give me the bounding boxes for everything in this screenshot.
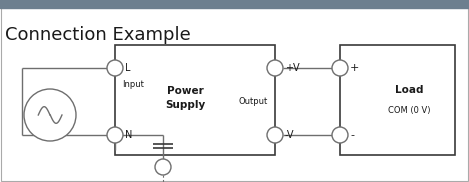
Circle shape: [24, 89, 76, 141]
Text: -: -: [350, 130, 354, 140]
Text: Power
Supply: Power Supply: [165, 86, 205, 110]
Circle shape: [267, 127, 283, 143]
Circle shape: [155, 159, 171, 175]
Text: Connection Example: Connection Example: [5, 26, 191, 44]
Text: -V: -V: [285, 130, 295, 140]
Text: L: L: [125, 63, 130, 73]
Text: Output: Output: [238, 98, 268, 106]
Bar: [115, 45, 275, 155]
Text: +V: +V: [285, 63, 300, 73]
Circle shape: [107, 127, 123, 143]
Circle shape: [107, 60, 123, 76]
Text: +: +: [350, 63, 359, 73]
Text: Load: Load: [395, 85, 424, 95]
Circle shape: [332, 60, 348, 76]
Circle shape: [267, 60, 283, 76]
Text: Input: Input: [122, 80, 144, 89]
Text: N: N: [125, 130, 132, 140]
Bar: [340, 45, 455, 155]
Circle shape: [332, 127, 348, 143]
Text: COM (0 V): COM (0 V): [388, 106, 431, 114]
